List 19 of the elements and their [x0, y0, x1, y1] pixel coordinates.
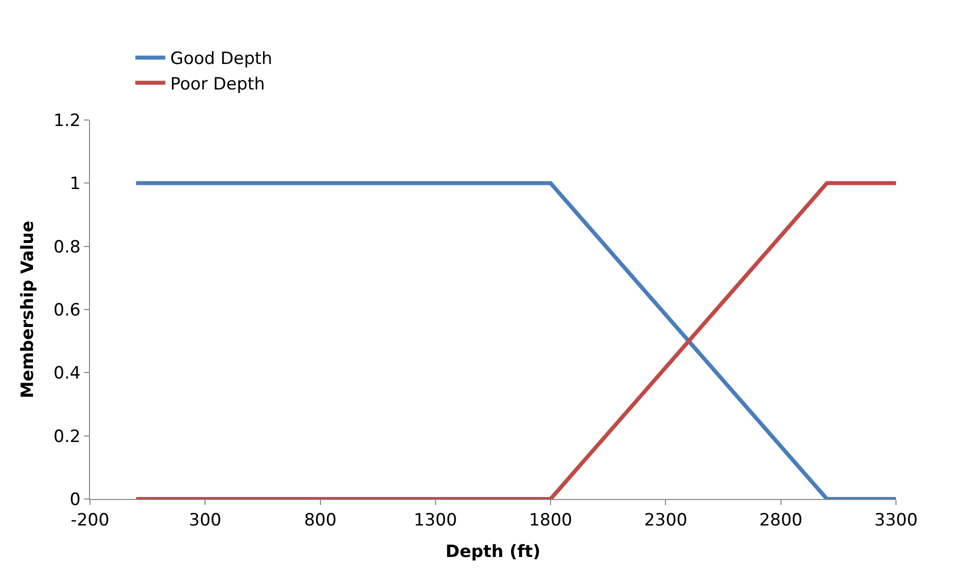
x-tick-label: 2800: [759, 510, 802, 530]
x-tick-label: -200: [70, 510, 110, 530]
x-axis-title: Depth (ft): [445, 542, 541, 562]
y-axis-title: Membership Value: [18, 220, 38, 398]
y-tick-label: 0.2: [54, 426, 81, 447]
y-tick-label: 1: [70, 174, 81, 194]
x-tick-label: 300: [188, 510, 222, 530]
y-tick-label: 0: [70, 490, 81, 510]
y-tick-label: 0.4: [54, 364, 81, 384]
y-tick-label: 1.2: [54, 110, 81, 131]
y-tick-label: 0.8: [54, 237, 81, 258]
y-tick-label: 0.6: [54, 300, 81, 320]
x-tick-label: 800: [304, 510, 337, 530]
legend-label: Poor Depth: [170, 74, 265, 94]
x-tick-label: 2300: [644, 510, 688, 530]
x-tick-label: 1800: [528, 510, 572, 530]
x-tick-label: 1300: [414, 510, 458, 530]
legend-label: Good Depth: [170, 49, 272, 70]
x-tick-label: 3300: [874, 510, 918, 530]
